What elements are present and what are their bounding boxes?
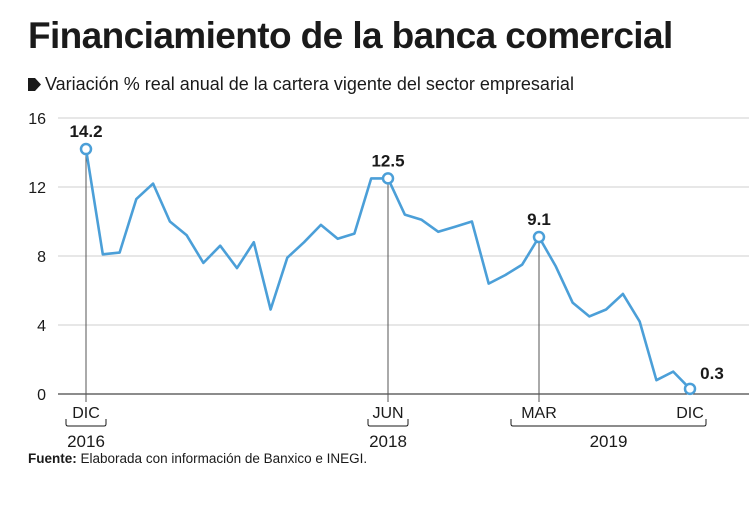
x-axis-brackets [65,419,707,427]
year-bracket [367,419,409,427]
highlight-point [683,382,697,396]
highlight-point [79,142,93,156]
bullet-icon [28,78,41,91]
y-tick-label: 4 [37,318,46,335]
y-tick-label: 0 [37,387,46,404]
source-text: Elaborada con información de Banxico e I… [80,451,368,466]
data-label: 14.2 [69,122,102,141]
x-tick-label: MAR [521,405,557,422]
year-label: 2019 [590,432,628,451]
x-tick-label: DIC [72,405,100,422]
y-axis: 0 4 8 12 16 [28,111,46,404]
year-label: 2016 [67,432,105,451]
data-label: 9.1 [527,210,551,229]
year-label: 2018 [369,432,407,451]
chart-subtitle-text: Variación % real anual de la cartera vig… [45,74,574,94]
x-tick-label: DIC [676,405,704,422]
x-axis: DIC JUN MAR DIC 2016 2018 2019 [67,405,704,451]
y-tick-label: 16 [28,111,46,128]
data-labels: 14.2 12.5 9.1 0.3 [69,122,723,383]
source-label: Fuente: [28,451,77,466]
data-label: 0.3 [700,364,724,383]
highlight-markers [79,142,697,396]
highlight-drop-lines [85,149,540,402]
chart-title: Financiamiento de la banca comercial [28,15,673,56]
y-tick-label: 8 [37,249,46,266]
chart-subtitle: Variación % real anual de la cartera vig… [28,74,574,96]
data-label: 12.5 [371,151,404,170]
year-bracket [510,419,707,427]
y-tick-label: 12 [28,180,46,197]
gridlines [58,117,749,395]
x-tick-label: JUN [372,405,403,422]
year-bracket [65,419,107,427]
highlight-point [381,172,395,185]
highlight-point [532,230,546,244]
source-note: Fuente: Elaborada con información de Ban… [28,451,367,466]
